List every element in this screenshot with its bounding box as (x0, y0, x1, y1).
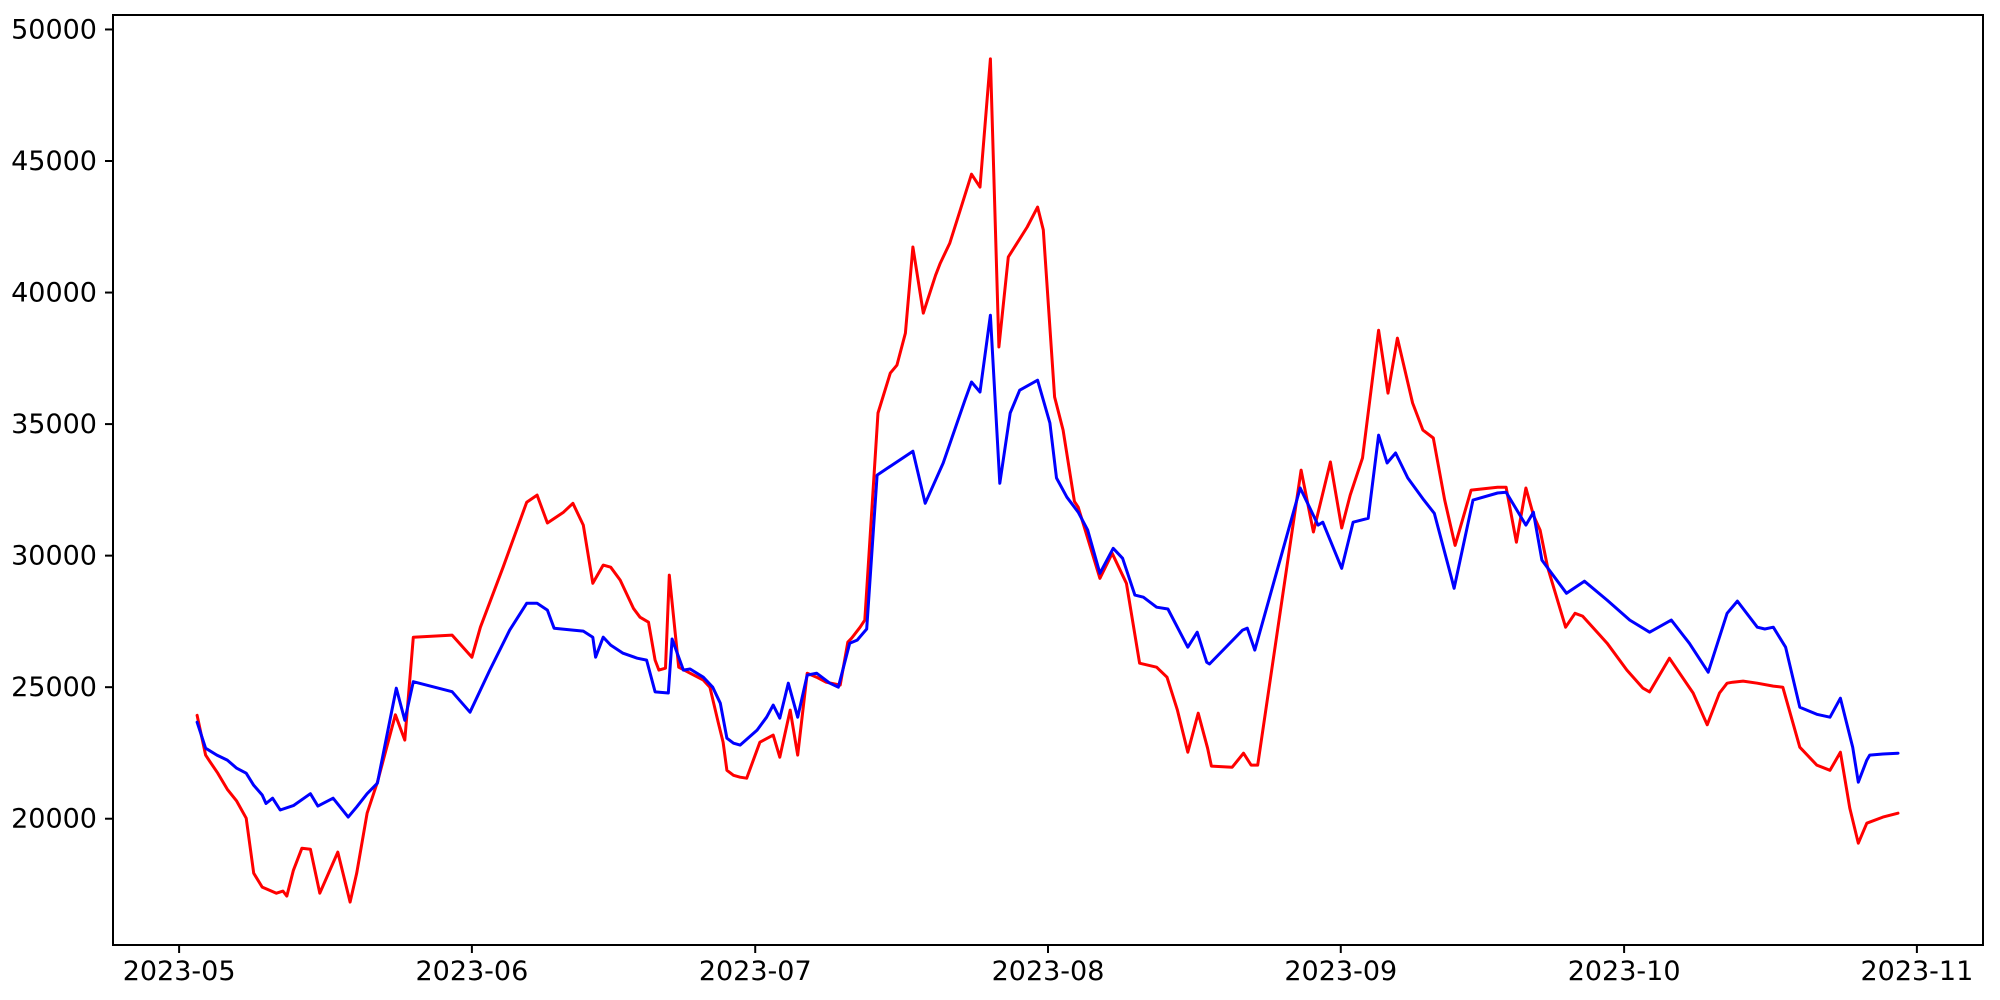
x-tick-label: 2023-08 (992, 956, 1105, 987)
y-tick-label: 30000 (11, 541, 97, 572)
series-lines (195, 57, 1900, 904)
x-tick-label: 2023-07 (699, 956, 812, 987)
x-tick-label: 2023-11 (1860, 956, 1973, 987)
plot-frame (112, 14, 1984, 946)
x-tick-label: 2023-05 (123, 956, 236, 987)
y-tick-label: 20000 (11, 804, 97, 835)
y-tick-label: 40000 (11, 278, 97, 309)
y-axis: 20000 25000 30000 35000 40000 45000 50000 (11, 14, 112, 835)
y-tick-label: 50000 (11, 14, 97, 45)
y-tick-label: 25000 (11, 672, 97, 703)
blue-series-line (195, 313, 1900, 819)
x-axis: 2023-05 2023-06 2023-07 2023-08 2023-09 2023-… (123, 946, 1973, 987)
red-series-line (195, 57, 1900, 904)
y-tick-label: 35000 (11, 409, 97, 440)
y-tick-label: 45000 (11, 146, 97, 177)
x-tick-label: 2023-09 (1284, 956, 1397, 987)
x-tick-label: 2023-10 (1568, 956, 1681, 987)
x-tick-label: 2023-06 (415, 956, 528, 987)
